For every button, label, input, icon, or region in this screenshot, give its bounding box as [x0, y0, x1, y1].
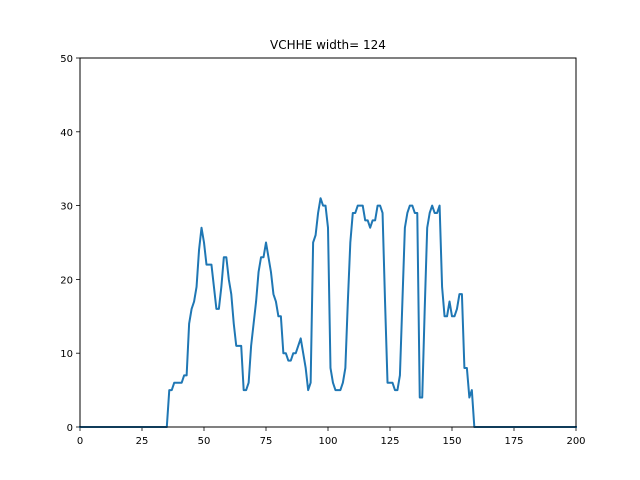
x-tick-label: 200 — [566, 436, 585, 447]
x-tick-label: 25 — [136, 436, 149, 447]
x-tick-label: 0 — [77, 436, 83, 447]
x-tick-label: 150 — [442, 436, 461, 447]
y-tick-label: 0 — [67, 423, 73, 434]
series-line — [79, 197, 577, 428]
y-tick-label: 30 — [60, 202, 73, 213]
y-tick-label: 20 — [60, 275, 73, 286]
x-axis: 0 25 50 75 100 125 150 175 200 — [77, 427, 586, 447]
chart-title: VCHHE width= 124 — [270, 38, 386, 52]
x-tick-label: 175 — [504, 436, 523, 447]
y-tick-label: 10 — [60, 349, 73, 360]
y-tick-label: 40 — [60, 128, 73, 139]
y-tick-label: 50 — [60, 54, 73, 65]
x-tick-label: 50 — [198, 436, 211, 447]
plot-frame — [79, 57, 577, 428]
y-axis: 0 10 20 30 40 50 — [60, 54, 80, 434]
x-tick-label: 75 — [260, 436, 273, 447]
x-tick-label: 125 — [380, 436, 399, 447]
x-tick-label: 100 — [318, 436, 337, 447]
